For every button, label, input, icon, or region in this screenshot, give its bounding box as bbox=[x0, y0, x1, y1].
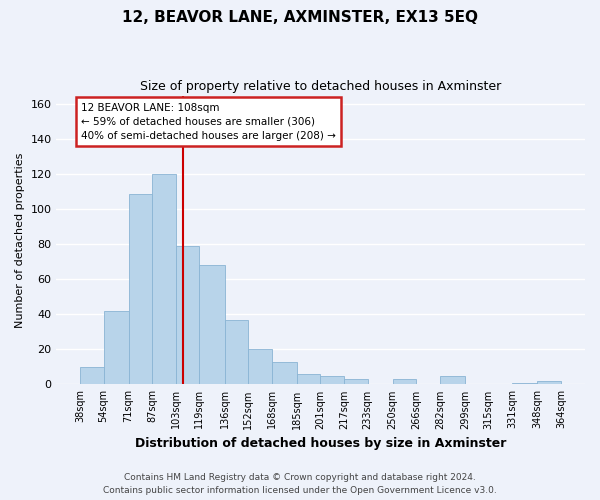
Bar bbox=[538, 381, 561, 384]
Title: Size of property relative to detached houses in Axminster: Size of property relative to detached ho… bbox=[140, 80, 501, 93]
Text: 12 BEAVOR LANE: 108sqm
← 59% of detached houses are smaller (306)
40% of semi-de: 12 BEAVOR LANE: 108sqm ← 59% of detached… bbox=[82, 102, 336, 141]
Bar bbox=[393, 379, 416, 384]
Y-axis label: Number of detached properties: Number of detached properties bbox=[15, 152, 25, 328]
Bar bbox=[320, 376, 344, 384]
X-axis label: Distribution of detached houses by size in Axminster: Distribution of detached houses by size … bbox=[135, 437, 506, 450]
Text: 12, BEAVOR LANE, AXMINSTER, EX13 5EQ: 12, BEAVOR LANE, AXMINSTER, EX13 5EQ bbox=[122, 10, 478, 25]
Bar bbox=[440, 376, 465, 384]
Bar bbox=[248, 350, 272, 384]
Bar bbox=[512, 382, 538, 384]
Text: Contains HM Land Registry data © Crown copyright and database right 2024.
Contai: Contains HM Land Registry data © Crown c… bbox=[103, 473, 497, 495]
Bar bbox=[199, 266, 224, 384]
Bar bbox=[224, 320, 248, 384]
Bar bbox=[80, 367, 104, 384]
Bar bbox=[176, 246, 199, 384]
Bar bbox=[272, 362, 297, 384]
Bar bbox=[297, 374, 320, 384]
Bar bbox=[104, 311, 128, 384]
Bar bbox=[344, 379, 368, 384]
Bar bbox=[128, 194, 152, 384]
Bar bbox=[152, 174, 176, 384]
